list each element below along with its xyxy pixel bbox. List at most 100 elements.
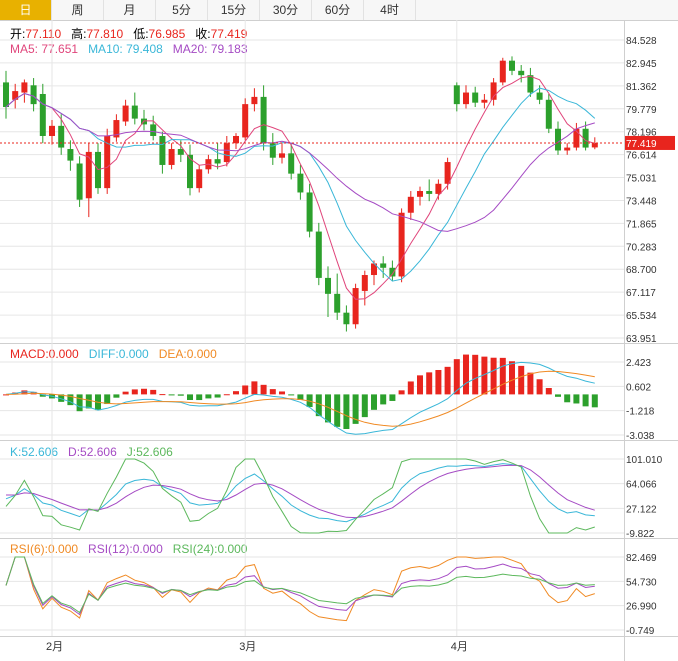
candle-body-1 xyxy=(12,91,19,100)
close-readout: 收:77.419 xyxy=(195,27,248,41)
macd-bar-23 xyxy=(214,394,221,398)
candle-body-27 xyxy=(251,96,258,105)
candle-body-44 xyxy=(407,196,414,213)
macd-bar-36 xyxy=(334,394,341,427)
macd-bar-32 xyxy=(297,394,304,400)
macd-bar-64 xyxy=(591,394,598,408)
candle-body-0 xyxy=(3,82,9,108)
macd-bar-4 xyxy=(39,394,46,397)
macd-readout: MACD:0.000 DIFF:0.000 DEA:0.000 xyxy=(10,347,227,361)
macd-bar-44 xyxy=(407,381,414,395)
candle-body-56 xyxy=(518,70,525,76)
candle-body-48 xyxy=(444,162,451,184)
price-tick-5: 76.614 xyxy=(626,151,657,162)
tab-6[interactable]: 60分 xyxy=(312,0,364,20)
macd-tick-1: 0.602 xyxy=(626,382,651,393)
candle-body-7 xyxy=(67,149,74,161)
macd-bar-50 xyxy=(463,354,469,395)
candle-body-41 xyxy=(380,263,387,268)
macd-bar-19 xyxy=(177,394,184,396)
low-readout: 低:76.985 xyxy=(133,27,186,41)
candle-body-12 xyxy=(113,120,120,138)
macd-bar-17 xyxy=(159,394,166,396)
price-tick-10: 68.700 xyxy=(626,265,657,276)
kdj-tick-0: 101.010 xyxy=(626,455,663,466)
dea-value: DEA:0.000 xyxy=(158,347,217,361)
tab-7[interactable]: 4时 xyxy=(364,0,416,20)
macd-bar-34 xyxy=(315,394,322,417)
macd-bar-40 xyxy=(371,394,377,410)
kdj-j-line xyxy=(5,458,595,534)
tab-1[interactable]: 周 xyxy=(52,0,104,20)
macd-bar-41 xyxy=(380,394,387,405)
candle-body-32 xyxy=(297,173,304,193)
last-price-box xyxy=(625,135,675,150)
macd-bar-57 xyxy=(527,372,534,395)
macd-value: MACD:0.000 xyxy=(10,347,79,361)
macd-bar-9 xyxy=(85,394,92,409)
macd-bar-11 xyxy=(104,394,111,405)
candle-body-62 xyxy=(573,128,580,148)
macd-bar-52 xyxy=(481,356,488,395)
macd-bar-35 xyxy=(325,394,331,423)
macd-bar-6 xyxy=(58,394,65,402)
high-readout: 高:77.810 xyxy=(71,27,124,41)
rsi24-value: RSI(24):0.000 xyxy=(172,542,248,556)
price-tick-12: 65.534 xyxy=(626,311,657,322)
candle-body-28 xyxy=(260,96,267,144)
candle-body-39 xyxy=(361,275,368,291)
macd-bar-22 xyxy=(205,394,212,399)
ma5-line xyxy=(5,75,595,300)
tab-0[interactable]: 日 xyxy=(0,0,52,20)
candle-body-46 xyxy=(426,191,433,194)
rsi12-line xyxy=(5,556,595,616)
candle-body-63 xyxy=(582,128,589,148)
candle-body-61 xyxy=(564,147,571,151)
macd-bar-47 xyxy=(435,369,442,395)
macd-bar-18 xyxy=(168,394,175,396)
tab-3[interactable]: 5分 xyxy=(156,0,208,20)
macd-bar-24 xyxy=(223,394,230,396)
macd-bar-62 xyxy=(573,394,580,404)
candle-body-9 xyxy=(85,151,92,199)
candle-body-53 xyxy=(490,82,497,100)
k-value: K:52.606 xyxy=(10,445,59,459)
candle-body-49 xyxy=(453,85,460,105)
candle-body-5 xyxy=(49,125,55,136)
ma5-readout: MA5: 77.651 xyxy=(10,42,79,56)
rsi-tick-2: 26.990 xyxy=(626,602,657,613)
macd-bar-30 xyxy=(279,391,285,395)
tab-2[interactable]: 月 xyxy=(104,0,156,20)
candle-body-19 xyxy=(177,149,184,155)
ma-readout: MA5: 77.651 MA10: 79.408 MA20: 79.183 xyxy=(10,42,258,56)
macd-dea-line xyxy=(5,370,595,427)
price-tick-1: 82.945 xyxy=(626,59,657,70)
macd-bar-58 xyxy=(536,379,543,395)
macd-bar-60 xyxy=(555,394,561,397)
candle-body-47 xyxy=(435,183,442,194)
tab-4[interactable]: 15分 xyxy=(208,0,260,20)
timeframe-tabs: 日周月 5分 15分 30分 60分 4时 xyxy=(0,0,678,21)
macd-bar-53 xyxy=(490,357,497,395)
macd-bar-8 xyxy=(76,394,83,412)
macd-bar-38 xyxy=(352,394,359,424)
x-label-0: 2月 xyxy=(46,641,63,653)
candle-body-59 xyxy=(545,99,552,129)
candle-body-8 xyxy=(76,163,83,200)
rsi-tick-1: 54.730 xyxy=(626,577,657,588)
macd-bar-54 xyxy=(499,357,506,395)
macd-bar-49 xyxy=(453,359,460,395)
kdj-d-line xyxy=(6,464,595,519)
kdj-k-line xyxy=(5,463,595,523)
candle-body-51 xyxy=(472,92,479,103)
macd-bar-16 xyxy=(150,389,157,395)
tab-5[interactable]: 30分 xyxy=(260,0,312,20)
macd-bar-28 xyxy=(260,384,267,395)
candle-body-20 xyxy=(187,154,193,189)
macd-bar-39 xyxy=(361,394,368,418)
price-tick-0: 84.528 xyxy=(626,36,657,47)
ma20-line xyxy=(5,92,595,232)
macd-diff-line xyxy=(5,361,595,435)
candle-body-16 xyxy=(150,124,157,136)
